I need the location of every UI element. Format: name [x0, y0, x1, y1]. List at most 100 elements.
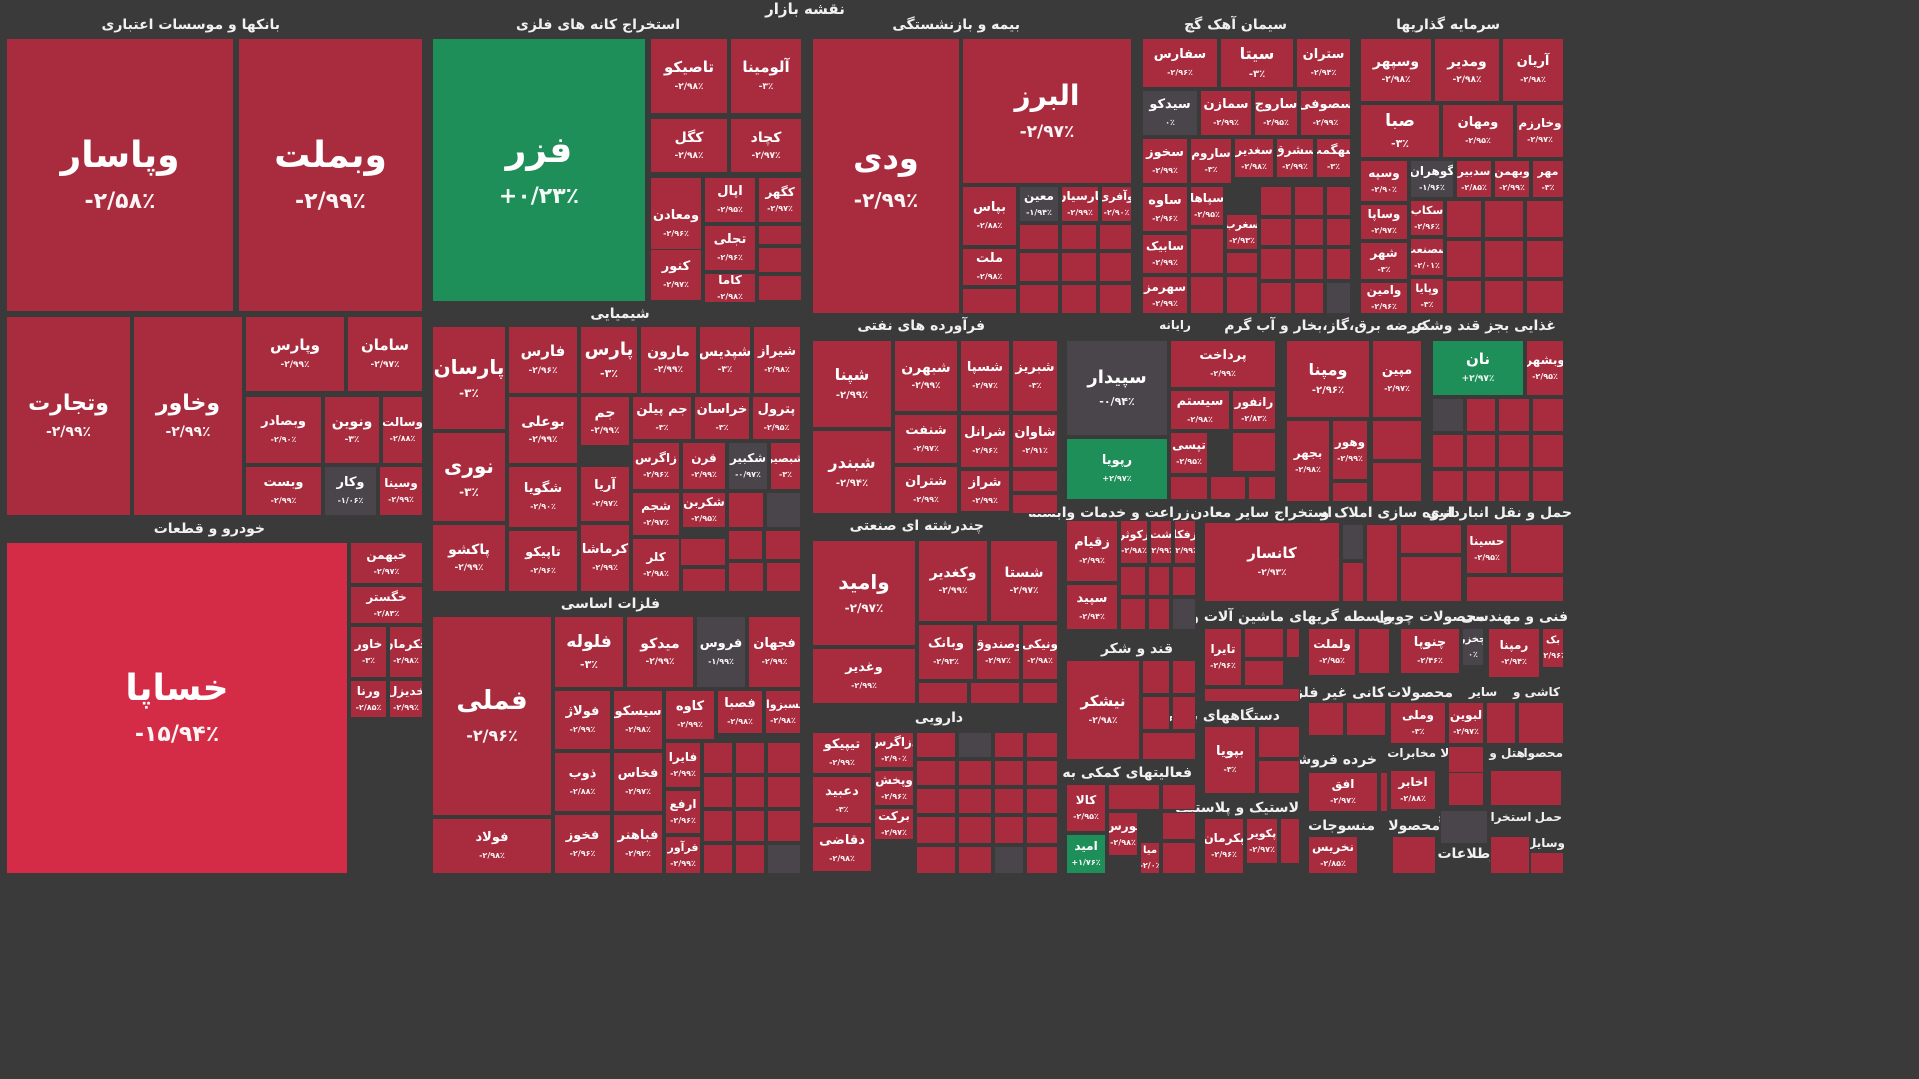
tile-d988d9bed8a7d8b3d8a7d8b1[interactable]: وپاسار -۲/۵۸٪ [6, 38, 234, 312]
tile-d8b4d987d8b1[interactable]: شهر -۳٪ [1360, 242, 1408, 280]
tile-d8b1d8a7d986d981d988d8b1[interactable]: رانفور -۲/۸۳٪ [1232, 390, 1276, 430]
tile-d9bed8b1d8afd8a7d8aed8aa[interactable]: پرداخت -۲/۹۹٪ [1170, 340, 1276, 388]
tile-d8b3d8b4d8b1d982[interactable]: سشرق -۲/۹۹٪ [1276, 138, 1314, 178]
tile-d988d8a2d981d8b1db8c[interactable]: وآفری -۲/۹۰٪ [1101, 186, 1132, 222]
treemap-cell[interactable] [1012, 470, 1058, 492]
treemap-cell[interactable] [1142, 696, 1170, 730]
tile-d988d985d987d8a7d986[interactable]: ومهان -۲/۹۵٪ [1442, 104, 1514, 158]
tile-d9bed8a7d8b1d8b3db8cd8a7[interactable]: پارسیان -۲/۹۹٪ [1061, 186, 1099, 222]
treemap-cell[interactable] [1400, 524, 1462, 554]
tile-d988d985d984db8c[interactable]: وملی -۳٪ [1390, 702, 1446, 744]
tile-d8b3d8b5d988d981db8c[interactable]: سصوفی -۲/۹۹٪ [1300, 90, 1351, 136]
treemap-cell[interactable] [1061, 224, 1097, 250]
tile-d8b4daa9d8a8db8cd8b1[interactable]: شکبیر -۰/۹۷٪ [728, 442, 768, 490]
treemap-cell[interactable] [1148, 566, 1170, 596]
treemap-cell[interactable] [1019, 252, 1059, 282]
tile-d8aed8b3d8a7d9bed8a7[interactable]: خساپا -۱۵/۹۴٪ [6, 542, 348, 874]
treemap-cell[interactable] [1484, 240, 1524, 278]
treemap-cell[interactable] [1532, 434, 1564, 468]
tile-d8b3db8cd8afdaa9d988[interactable]: سیدکو ۰٪ [1142, 90, 1198, 136]
treemap-cell[interactable] [1162, 842, 1196, 874]
treemap-cell[interactable] [958, 788, 992, 814]
treemap-cell[interactable] [918, 682, 968, 704]
treemap-cell[interactable] [1190, 276, 1224, 314]
tile-d8b4d8b1d8a7d8b2[interactable]: شراز -۲/۹۹٪ [960, 470, 1010, 512]
treemap-cell[interactable] [1108, 784, 1160, 810]
tile-d8b1d985d9bed986d8a7[interactable]: رمپنا -۲/۹۴٪ [1488, 628, 1540, 678]
treemap-cell[interactable] [735, 844, 765, 874]
tile-d981d8acd987d8a7d986[interactable]: فجهان -۲/۹۹٪ [748, 616, 801, 688]
tile-d8b3d981d8a7d8b1d8b3[interactable]: سفارس -۲/۹۶٪ [1142, 38, 1218, 88]
tile-d8aed8b1d8a7d8b3d8a7d986[interactable]: خراسان -۳٪ [694, 396, 750, 440]
treemap-cell[interactable] [994, 732, 1024, 758]
tile-d988daa9d8a7d8b1[interactable]: وکار -۱/۰۶٪ [324, 466, 377, 516]
treemap-cell[interactable] [1308, 678, 1356, 680]
tile-d984d8a8d988db8cd986[interactable]: لبوین -۲/۹۷٪ [1448, 702, 1484, 744]
tile-d9bed8a7d8b1d8b3d8a7d986[interactable]: پارسان -۳٪ [432, 326, 506, 430]
tile-daa9d8a7d985d8a7[interactable]: کاما -۲/۹۸٪ [704, 273, 756, 303]
treemap-cell[interactable] [758, 225, 802, 245]
treemap-cell[interactable] [682, 568, 726, 592]
treemap-cell[interactable] [1258, 760, 1300, 794]
tile-d8b0d988d8a8[interactable]: ذوب -۲/۸۸٪ [554, 752, 611, 812]
tile-d988d8b3d9bed987[interactable]: وسپه -۲/۹۰٪ [1360, 160, 1408, 202]
tile-d8b4d8aa[interactable]: شت -۲/۹۹٪ [1150, 520, 1172, 564]
tile-d985d8b9db8cd986[interactable]: معین -۱/۹۴٪ [1019, 186, 1059, 222]
treemap-cell[interactable] [1366, 524, 1398, 602]
tile-d8b3d987d8b1d985d8b2[interactable]: سهرمز -۲/۹۹٪ [1142, 276, 1188, 314]
treemap-cell[interactable] [1260, 248, 1292, 280]
tile-d8afd8b2d8a7daafd8b1d8b3[interactable]: دزاگرس -۲/۹۰٪ [874, 732, 914, 768]
tile-d8b2d982db8cd8a7d985[interactable]: زقیام -۲/۹۹٪ [1066, 520, 1118, 582]
treemap-cell[interactable] [1466, 470, 1496, 502]
treemap-cell[interactable] [767, 844, 801, 874]
treemap-cell[interactable] [1172, 696, 1196, 730]
treemap-cell[interactable] [1248, 476, 1276, 500]
tile-d981d8b1d8a2d988d8b1[interactable]: فرآور -۲/۹۹٪ [665, 836, 701, 874]
tile-d981d8a8d8a7d987d986d8b1[interactable]: فباهنر -۲/۹۲٪ [613, 814, 663, 874]
treemap-cell[interactable] [728, 562, 764, 592]
treemap-cell[interactable] [1526, 200, 1564, 238]
tile-daa9d986d988d8b1[interactable]: کنور -۲/۹۷٪ [650, 249, 702, 301]
treemap-cell[interactable] [1532, 398, 1564, 432]
treemap-cell[interactable] [1392, 836, 1436, 874]
tile-d8b4d8b3d9bed8a7[interactable]: شسپا -۲/۹۷٪ [960, 340, 1010, 412]
treemap-cell[interactable] [1294, 186, 1324, 216]
treemap-cell[interactable] [916, 732, 956, 758]
treemap-cell[interactable] [1148, 598, 1170, 630]
treemap-cell[interactable] [1466, 434, 1496, 468]
treemap-cell[interactable] [1526, 240, 1564, 278]
tile-d8add8b3db8cd986d8a7[interactable]: حسینا -۲/۹۵٪ [1466, 524, 1508, 574]
tile-d988d9bed8a7d8b1d8b3[interactable]: وپارس -۲/۹۹٪ [245, 316, 345, 392]
tile-d988d9bed8a7db8cd8a7[interactable]: وپایا -۳٪ [1410, 278, 1444, 314]
treemap-cell[interactable] [1294, 218, 1324, 246]
treemap-cell[interactable] [1232, 432, 1276, 472]
tile-d988d8a8d985d984d8aa[interactable]: وبملت -۲/۹۹٪ [238, 38, 423, 312]
tile-d9bed8a7daa9d8b4d988[interactable]: پاکشو -۲/۹۹٪ [432, 524, 506, 592]
tile-d8b2daa9d988d8abd8b1[interactable]: زکوثر -۲/۹۸٪ [1120, 520, 1148, 564]
treemap-cell[interactable] [1012, 494, 1058, 514]
treemap-cell[interactable] [1326, 186, 1351, 216]
tile-d8b3d8a7d8a8db8cdaa9[interactable]: سابیک -۲/۹۹٪ [1142, 234, 1188, 274]
treemap-cell[interactable] [1286, 628, 1300, 658]
treemap-cell[interactable] [958, 760, 992, 786]
treemap-cell[interactable] [916, 760, 956, 786]
tile-d8b4d8a7d988d8a7d986[interactable]: شاوان -۲/۹۱٪ [1012, 414, 1058, 468]
treemap-cell[interactable] [1440, 810, 1488, 844]
tile-d8aedaafd8b3d8aad8b1[interactable]: خگستر -۲/۸۳٪ [350, 586, 423, 624]
treemap-cell[interactable] [758, 275, 802, 301]
tile-d8b4daafd988db8cd8a7[interactable]: شگویا -۲/۹۰٪ [508, 466, 578, 528]
treemap-cell[interactable] [1498, 398, 1530, 432]
treemap-cell[interactable] [1226, 276, 1258, 314]
treemap-cell[interactable] [1210, 476, 1246, 500]
tile-d8acd985[interactable]: جم -۲/۹۹٪ [580, 396, 630, 446]
tile-d8b3d985d8a7d8b2d986[interactable]: سمازن -۲/۹۹٪ [1200, 90, 1252, 136]
tile-daa9d8a7d984d8a7[interactable]: کالا -۲/۹۵٪ [1066, 784, 1106, 832]
tile-d988d8b3d8a7d9bed8a7[interactable]: وساپا -۲/۹۷٪ [1360, 204, 1408, 240]
treemap-cell[interactable] [1120, 566, 1146, 596]
treemap-cell[interactable] [994, 788, 1024, 814]
tile-d988d986db8cdaa9db8c[interactable]: ونیکی -۲/۹۸٪ [1022, 624, 1058, 680]
treemap-cell[interactable] [1120, 598, 1146, 630]
treemap-cell[interactable] [1446, 280, 1482, 314]
tile-d988d8b3db8cd986d8a7[interactable]: وسینا -۲/۹۹٪ [379, 466, 423, 516]
tile-daa9d984d8b1[interactable]: کلر -۲/۹۸٪ [632, 538, 680, 592]
